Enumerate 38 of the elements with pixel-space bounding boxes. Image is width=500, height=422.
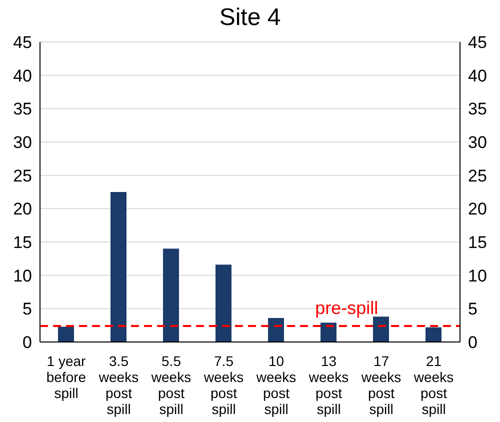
y2-tick-label: 20 [468, 200, 487, 219]
y2-tick-label: 0 [468, 333, 478, 352]
ref-line-label: pre-spill [315, 298, 378, 318]
bar [163, 248, 179, 342]
y-tick-label: 30 [13, 133, 32, 152]
bar [268, 318, 284, 342]
x-tick-label: 13 weeks post spill [308, 353, 349, 417]
y-tick-label: 20 [13, 200, 32, 219]
x-tick-label: 3.5 weeks post spill [98, 353, 139, 417]
y-tick-label: 45 [13, 33, 32, 52]
y2-tick-label: 40 [468, 66, 487, 86]
y2-tick-label: 25 [468, 166, 487, 186]
bar [426, 327, 442, 342]
y2-tick-label: 30 [468, 133, 487, 152]
y-tick-label: 15 [13, 233, 32, 252]
y-tick-label: 25 [13, 166, 32, 186]
bar [373, 316, 389, 342]
x-tick-label: 7.5 weeks post spill [202, 353, 244, 417]
y2-tick-label: 5 [468, 300, 478, 319]
y2-tick-label: 45 [468, 33, 487, 52]
bar [58, 326, 74, 342]
x-tick-label: 1 year before spill [46, 353, 86, 401]
y2-tick-label: 10 [468, 266, 487, 286]
x-tick-label: 17 weeks post spill [360, 353, 402, 417]
bar [216, 264, 232, 342]
bar [320, 322, 336, 342]
y-tick-label: 35 [13, 100, 32, 119]
x-tick-label: 21 weeks post spill [412, 353, 454, 417]
y-tick-label: 5 [22, 300, 32, 319]
chart-title: Site 4 [218, 4, 282, 32]
x-tick-label: 5.5 weeks post spill [150, 353, 192, 417]
bar [110, 192, 126, 342]
y-tick-label: 40 [13, 66, 32, 86]
y-tick-label: 0 [22, 333, 32, 352]
y-tick-label: 10 [13, 266, 32, 286]
y2-tick-label: 15 [468, 233, 487, 252]
y2-tick-label: 35 [468, 100, 487, 119]
x-tick-label: 10 weeks post spill [255, 353, 296, 417]
